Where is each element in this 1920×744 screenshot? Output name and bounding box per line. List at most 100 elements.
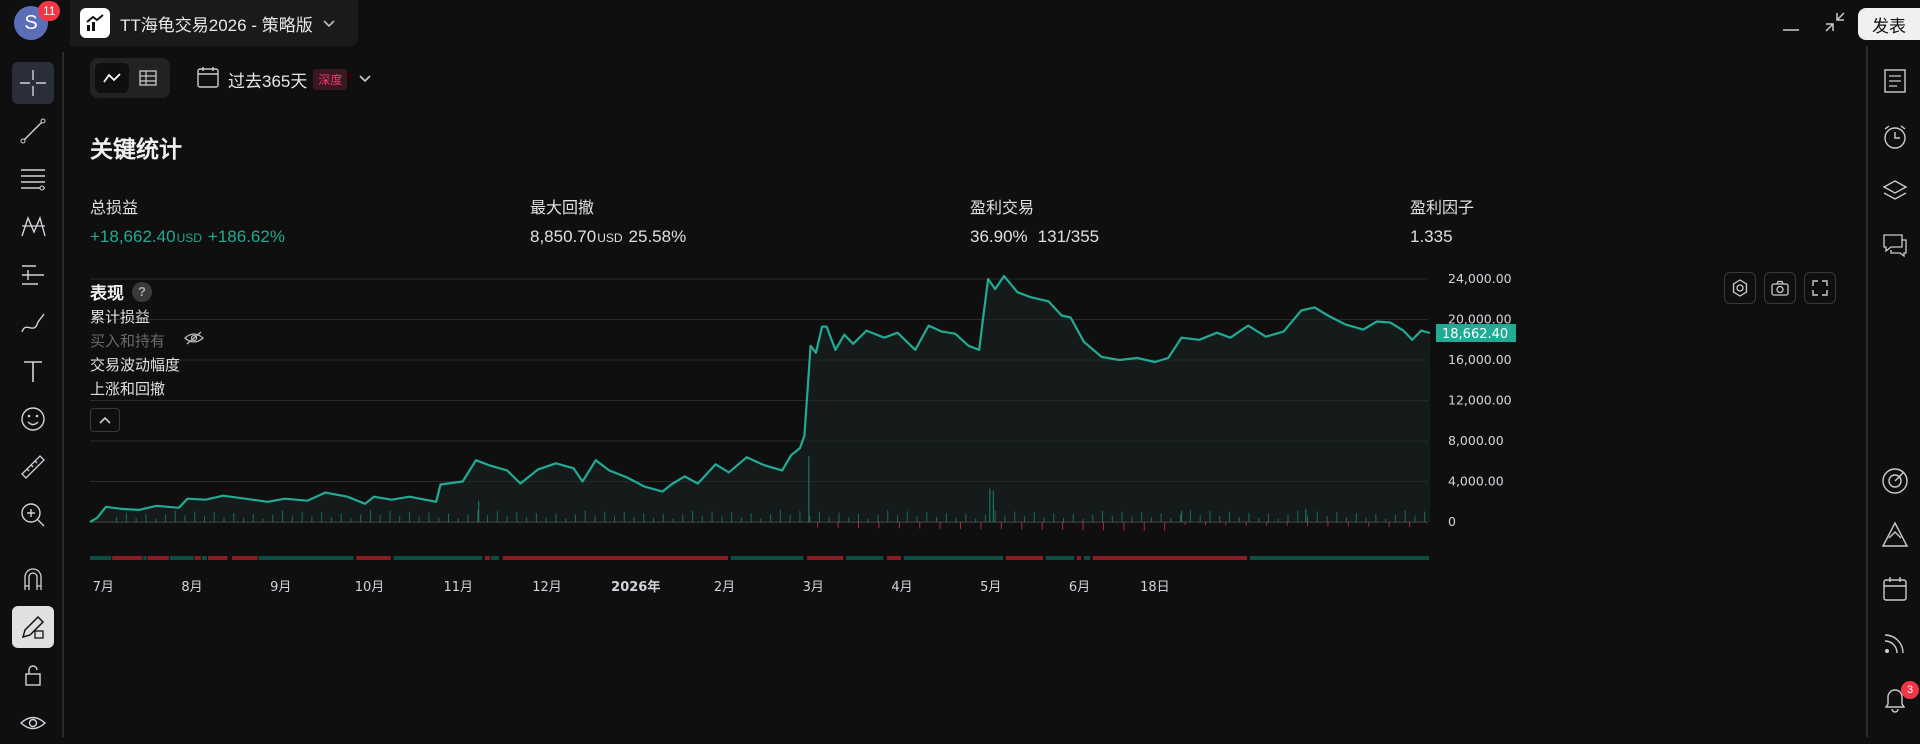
- ideas-icon[interactable]: [1877, 517, 1913, 553]
- runup-segment: [169, 556, 194, 560]
- stat-net-profit: 总损益 +18,662.40USD +186.62%: [90, 194, 285, 247]
- stat-extra-value: 25.58%: [628, 227, 687, 246]
- drawdown-segment: [502, 556, 728, 560]
- y-tick-label: 0: [1448, 514, 1456, 529]
- ruler-icon[interactable]: [12, 446, 54, 488]
- date-range-label: 过去365天: [228, 71, 308, 91]
- magnet-icon[interactable]: [12, 558, 54, 600]
- calendar-icon[interactable]: [1877, 571, 1913, 607]
- eye-icon[interactable]: [12, 702, 54, 744]
- y-tick-label: 16,000.00: [1448, 352, 1512, 367]
- legend-cumulative-pnl[interactable]: 累计损益: [90, 309, 151, 326]
- date-range-selector[interactable]: 过去365天 深度: [196, 64, 371, 94]
- snapshot-button[interactable]: [1764, 272, 1796, 304]
- chevron-down-icon[interactable]: [323, 15, 335, 31]
- crosshair-icon[interactable]: [12, 62, 54, 104]
- brush-icon[interactable]: [12, 302, 54, 344]
- stat-extra-value: 131/355: [1037, 227, 1100, 246]
- alarm-clock-icon[interactable]: [1877, 119, 1913, 155]
- drawdown-segment: [807, 556, 844, 560]
- x-tick-label: 4月: [891, 580, 912, 595]
- stat-main-value: 1.335: [1410, 227, 1453, 246]
- runup-segment: [90, 556, 112, 560]
- strategy-tab[interactable]: TT海龟交易2026 - 策略版: [70, 0, 358, 46]
- key-stats-title: 关键统计: [90, 136, 182, 162]
- y-tick-label: 20,000.00: [1448, 312, 1512, 327]
- eye-off-icon[interactable]: [183, 331, 205, 350]
- drawdown-segment: [356, 556, 391, 560]
- chart-view-icon[interactable]: [95, 63, 129, 93]
- layers-icon[interactable]: [1877, 173, 1913, 209]
- broadcast-icon[interactable]: [1877, 625, 1913, 661]
- drawdown-segment: [484, 556, 491, 560]
- drawdown-segment: [231, 556, 258, 560]
- emoji-icon[interactable]: [12, 398, 54, 440]
- stat-label: 最大回撤: [530, 200, 595, 217]
- stat-unit: USD: [176, 231, 202, 245]
- chart-settings-button[interactable]: [1724, 272, 1756, 304]
- drawdown-segment: [147, 556, 169, 560]
- strategy-report-panel: 过去365天 深度 关键统计 总损益 +18,662.40USD +186.62%…: [70, 46, 1866, 737]
- stat-main-value: 36.90%: [970, 227, 1028, 246]
- stat-value: 36.90% 131/355: [970, 227, 1099, 247]
- runup-segment: [903, 556, 1004, 560]
- stat-unit: USD: [597, 231, 623, 245]
- chat-icon[interactable]: [1877, 227, 1913, 263]
- drawdown-segment: [208, 556, 228, 560]
- runup-segment: [730, 556, 804, 560]
- cumulative-pnl-line: [89, 274, 1431, 523]
- drawdown-segment: [112, 556, 143, 560]
- legend-collapse-button[interactable]: [90, 408, 120, 432]
- trend-line-icon[interactable]: [12, 110, 54, 152]
- runup-segment: [1045, 556, 1075, 560]
- x-tick-label: 9月: [270, 580, 291, 595]
- drawdown-segment: [194, 556, 201, 560]
- x-tick-label: 12月: [532, 580, 562, 595]
- text-icon[interactable]: [12, 350, 54, 392]
- collapse-window-icon[interactable]: [1823, 10, 1847, 34]
- y-tick-label: 24,000.00: [1448, 271, 1512, 286]
- stay-in-drawing-mode-icon[interactable]: [12, 606, 54, 648]
- legend-trade-excursions[interactable]: 交易波动幅度: [90, 357, 181, 374]
- performance-title: 表现 ?: [90, 279, 152, 304]
- fullscreen-button[interactable]: [1804, 272, 1836, 304]
- x-tick-label: 8月: [181, 580, 202, 595]
- notifications-bell-icon[interactable]: 3: [1877, 681, 1919, 717]
- performance-title-text: 表现: [90, 284, 124, 303]
- minimize-icon[interactable]: [1780, 12, 1802, 34]
- performance-chart[interactable]: 24,000.00 20,000.00 16,000.00 12,000.00 8,00…: [70, 46, 1866, 737]
- runup-segment: [143, 556, 147, 560]
- last-value-marker: [1436, 324, 1516, 343]
- drawdown-segment: [1076, 556, 1082, 560]
- fullscreen-icon: [1812, 280, 1828, 296]
- strategy-logo-icon: [80, 8, 110, 38]
- x-tick-label: 10月: [355, 580, 385, 595]
- runup-segment: [258, 556, 354, 560]
- runup-segment: [393, 556, 483, 560]
- right-sidebar: 3: [1866, 46, 1920, 737]
- legend-buy-and-hold[interactable]: 买入和持有: [90, 330, 205, 354]
- y-tick-label: 8,000.00: [1448, 433, 1504, 448]
- view-toggle: [90, 58, 170, 98]
- pattern-icon[interactable]: [12, 206, 54, 248]
- equity-area: [90, 276, 1430, 522]
- camera-icon: [1771, 280, 1789, 296]
- x-tick-label: 6月: [1069, 580, 1090, 595]
- forecast-icon[interactable]: [12, 254, 54, 296]
- runup-segment: [1083, 556, 1091, 560]
- fib-retracement-icon[interactable]: [12, 158, 54, 200]
- runup-segment: [1249, 556, 1429, 560]
- y-tick-label: 4,000.00: [1448, 474, 1504, 489]
- stat-value: 1.335: [1410, 227, 1474, 247]
- zoom-in-icon[interactable]: [12, 494, 54, 536]
- publish-button[interactable]: 发表: [1858, 8, 1920, 40]
- help-icon[interactable]: ?: [132, 281, 152, 302]
- lock-icon[interactable]: [12, 654, 54, 696]
- target-icon[interactable]: [1877, 463, 1913, 499]
- top-bar: S 11 TT海龟交易2026 - 策略版 发表: [0, 0, 1920, 46]
- legend-runup-drawdown[interactable]: 上涨和回撤: [90, 381, 166, 398]
- chevron-up-icon: [99, 416, 111, 424]
- table-view-icon[interactable]: [131, 63, 165, 93]
- stat-profitable-trades: 盈利交易 36.90% 131/355: [970, 194, 1099, 247]
- watchlist-icon[interactable]: [1877, 63, 1913, 99]
